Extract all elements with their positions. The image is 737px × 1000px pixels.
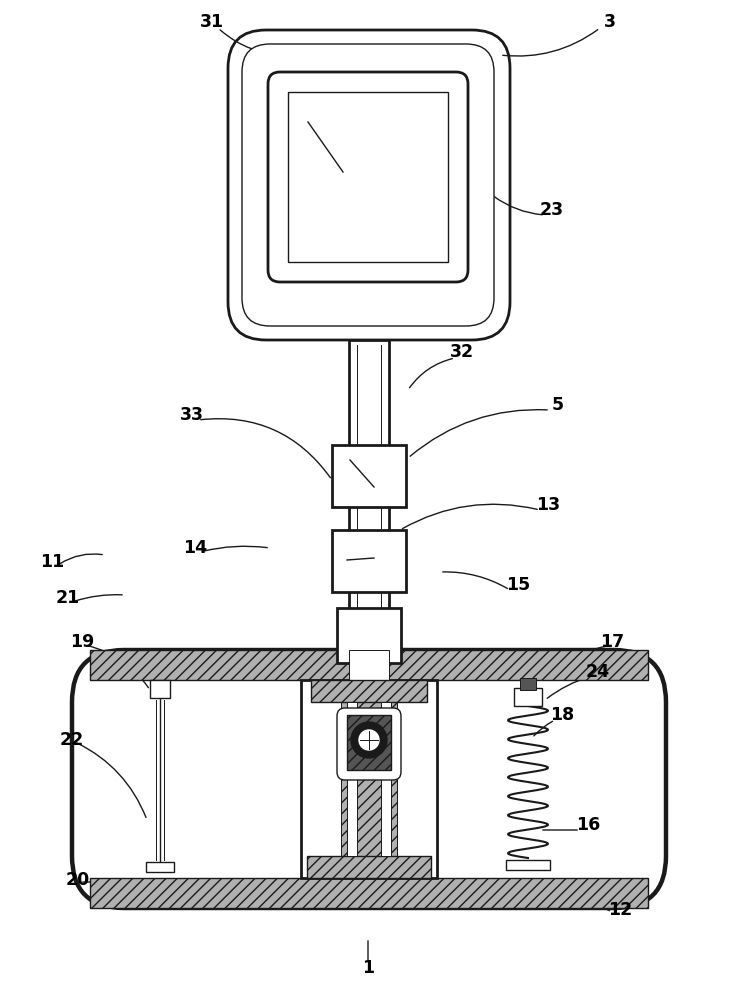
Bar — [150, 680, 170, 698]
Text: 15: 15 — [506, 576, 530, 594]
Circle shape — [351, 722, 387, 758]
Bar — [311, 680, 427, 702]
Bar — [307, 856, 431, 878]
Bar — [332, 445, 406, 507]
Bar — [349, 340, 389, 620]
Bar — [514, 688, 542, 706]
Bar — [146, 862, 174, 872]
Text: 19: 19 — [70, 633, 94, 651]
Bar — [301, 680, 437, 878]
Bar — [337, 608, 401, 663]
Text: 32: 32 — [450, 343, 474, 361]
Bar — [332, 530, 406, 592]
Text: 5: 5 — [552, 396, 564, 414]
Text: 11: 11 — [40, 553, 64, 571]
Text: 13: 13 — [536, 496, 560, 514]
Text: 31: 31 — [200, 13, 224, 31]
Bar — [341, 680, 397, 878]
Text: 18: 18 — [550, 706, 574, 724]
Bar — [347, 702, 357, 856]
FancyBboxPatch shape — [72, 650, 666, 908]
FancyBboxPatch shape — [337, 708, 401, 780]
Text: 22: 22 — [60, 731, 84, 749]
FancyBboxPatch shape — [268, 72, 468, 282]
Text: 3: 3 — [604, 13, 616, 31]
Bar — [506, 860, 550, 870]
Bar — [349, 650, 389, 682]
Bar — [520, 678, 536, 690]
Circle shape — [359, 730, 379, 750]
Bar — [288, 92, 448, 262]
FancyBboxPatch shape — [242, 44, 494, 326]
Bar — [347, 715, 391, 770]
Text: 14: 14 — [183, 539, 207, 557]
Text: 1: 1 — [362, 959, 374, 977]
Text: 23: 23 — [540, 201, 564, 219]
Text: 12: 12 — [608, 901, 632, 919]
Text: 17: 17 — [600, 633, 624, 651]
Text: 20: 20 — [66, 871, 90, 889]
Bar — [349, 650, 389, 663]
Text: 33: 33 — [180, 406, 204, 424]
FancyBboxPatch shape — [228, 30, 510, 340]
Bar — [90, 878, 648, 908]
Text: 16: 16 — [576, 816, 600, 834]
Text: 21: 21 — [56, 589, 80, 607]
Text: 24: 24 — [586, 663, 610, 681]
Bar — [90, 650, 648, 680]
Bar — [381, 702, 391, 856]
